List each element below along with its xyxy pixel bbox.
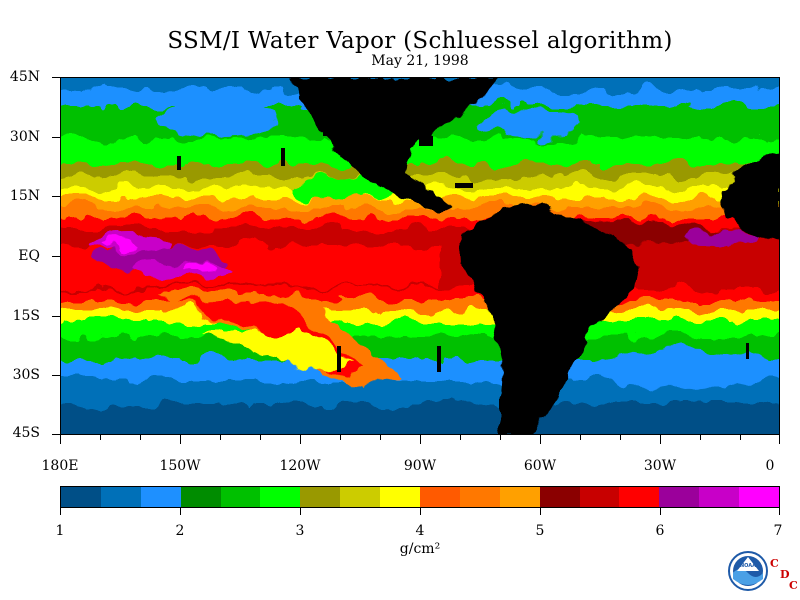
- colorbar-label: 5: [535, 523, 545, 539]
- colorbar-tick: [660, 508, 661, 515]
- lon-label: 90W: [403, 458, 437, 474]
- lat-label: 15S: [12, 308, 40, 324]
- lat-tick: [52, 77, 60, 78]
- lat-tick: [52, 434, 60, 435]
- lon-tick: [779, 435, 780, 444]
- colorbar-swatch: [340, 487, 381, 507]
- colorbar-swatch: [100, 487, 141, 507]
- lon-tick: [420, 435, 421, 444]
- island: [419, 136, 433, 146]
- island: [337, 346, 341, 372]
- land-masses: [287, 78, 779, 434]
- colorbar-tick: [180, 508, 181, 515]
- island: [177, 156, 181, 170]
- lon-tick: [580, 435, 581, 440]
- colorbar-swatch: [260, 487, 301, 507]
- svg-text:NOAA: NOAA: [740, 563, 756, 569]
- lon-tick: [500, 435, 501, 440]
- colorbar-swatch: [140, 487, 181, 507]
- lon-tick: [300, 435, 301, 444]
- colorbar-label: 6: [655, 523, 665, 539]
- lon-tick: [220, 435, 221, 440]
- lon-tick: [260, 435, 261, 440]
- lat-label: EQ: [18, 248, 40, 264]
- noaa-logo-icon: NOAA: [728, 551, 768, 591]
- lon-tick: [540, 435, 541, 444]
- colorbar-swatch: [579, 487, 620, 507]
- colorbar-swatch: [300, 487, 341, 507]
- lat-label: 30S: [12, 367, 40, 383]
- colorbar-swatch: [459, 487, 500, 507]
- colorbar-swatch: [739, 487, 780, 507]
- lon-label: 120W: [279, 458, 321, 474]
- colorbar-swatch: [61, 487, 101, 507]
- lat-label: 15N: [9, 188, 40, 204]
- lon-label: 0: [765, 458, 775, 474]
- lat-tick: [52, 316, 60, 317]
- lon-label: 150W: [159, 458, 201, 474]
- lon-tick: [460, 435, 461, 440]
- island: [746, 343, 749, 359]
- lon-tick: [140, 435, 141, 440]
- colorbar-label: 3: [295, 523, 305, 539]
- colorbar-swatch: [699, 487, 740, 507]
- island: [281, 148, 285, 166]
- map-title: SSM/I Water Vapor (Schluessel algorithm): [167, 28, 673, 54]
- lat-label: 45S: [12, 425, 40, 441]
- cdc-letter: D: [780, 568, 790, 581]
- lat-tick: [52, 256, 60, 257]
- colorbar-tick: [300, 508, 301, 515]
- lon-tick: [340, 435, 341, 440]
- colorbar-tick: [60, 508, 61, 515]
- colorbar-swatch: [659, 487, 700, 507]
- water-vapor-map: [60, 77, 780, 435]
- lon-tick: [660, 435, 661, 444]
- colorbar-swatch: [499, 487, 540, 507]
- lat-tick: [52, 196, 60, 197]
- lon-tick: [700, 435, 701, 440]
- colorbar-label: 2: [175, 523, 185, 539]
- colorbar-tick: [540, 508, 541, 515]
- colorbar-label: 4: [415, 523, 425, 539]
- island: [323, 128, 345, 136]
- lon-label: 30W: [643, 458, 677, 474]
- lon-tick: [740, 435, 741, 440]
- island: [437, 346, 441, 372]
- colorbar-tick: [420, 508, 421, 515]
- lon-tick: [180, 435, 181, 444]
- colorbar-swatch: [539, 487, 580, 507]
- colorbar-swatch: [180, 487, 221, 507]
- cdc-letter: C: [770, 557, 779, 570]
- cdc-letter: C: [789, 579, 798, 592]
- lon-label: 60W: [523, 458, 557, 474]
- colorbar-swatch: [380, 487, 421, 507]
- colorbar-swatch: [420, 487, 460, 507]
- colorbar-swatch: [619, 487, 660, 507]
- colorbar: [60, 486, 780, 508]
- lon-tick: [620, 435, 621, 440]
- lon-tick: [100, 435, 101, 440]
- lon-label: 180E: [41, 458, 79, 474]
- lat-label: 30N: [9, 129, 40, 145]
- map-date: May 21, 1998: [371, 53, 469, 69]
- lon-tick: [60, 435, 61, 444]
- lon-tick: [380, 435, 381, 440]
- lat-label: 45N: [9, 69, 40, 85]
- colorbar-unit: g/cm²: [399, 541, 441, 557]
- colorbar-tick: [779, 508, 780, 515]
- island: [455, 183, 473, 188]
- lat-tick: [52, 375, 60, 376]
- colorbar-label: 7: [773, 523, 783, 539]
- colorbar-label: 1: [55, 523, 65, 539]
- lat-tick: [52, 137, 60, 138]
- colorbar-swatch: [220, 487, 261, 507]
